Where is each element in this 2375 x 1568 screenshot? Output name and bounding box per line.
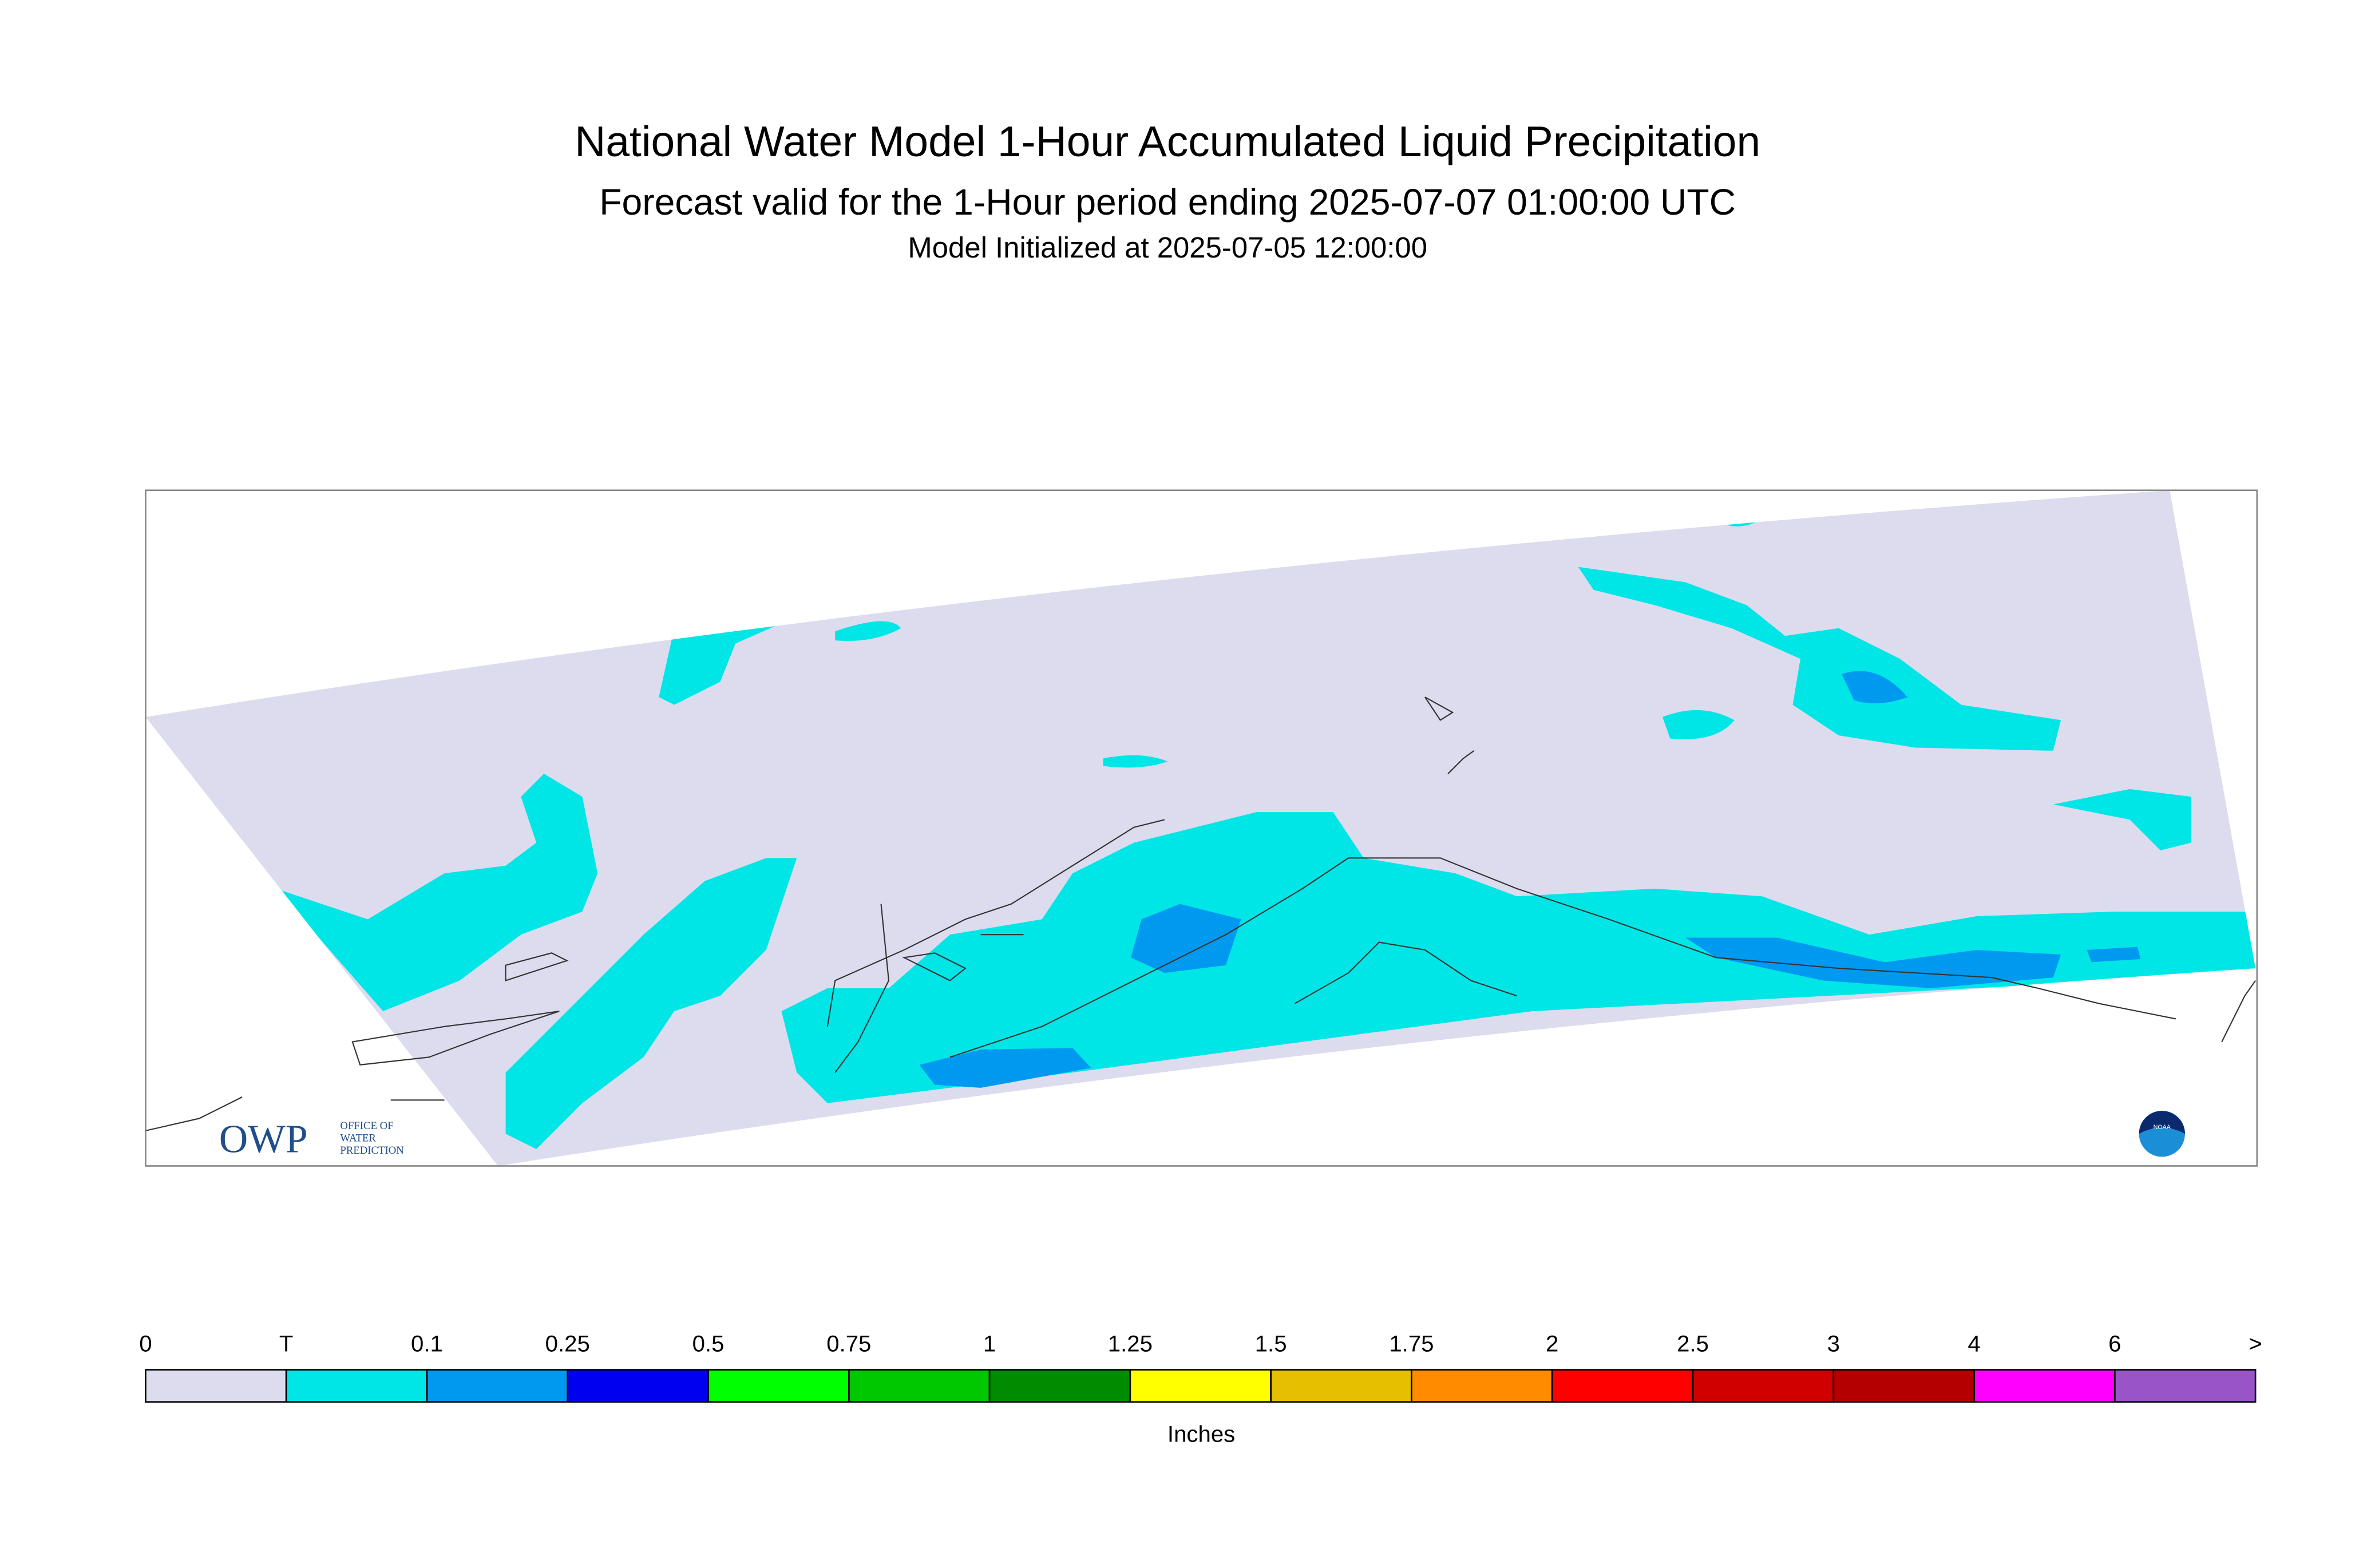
- colorbar-unit: Inches: [1167, 1421, 1235, 1447]
- colorbar: 0 T 0.1 0.25 0.5 0.75 1 1.25 1.5 1.75 2 2.5 3 4 6 >: [139, 1331, 2262, 1403]
- colorbar-label: 0.25: [545, 1331, 590, 1356]
- colorbar-label: >: [2249, 1331, 2262, 1356]
- colorbar-box: [848, 1369, 991, 1403]
- colorbar-box: [1129, 1369, 1272, 1403]
- colorbar-box: [988, 1369, 1131, 1403]
- owp-logo: OWP: [219, 1117, 308, 1161]
- colorbar-label: 1.5: [1255, 1331, 1287, 1356]
- precip-light: [919, 671, 2141, 1088]
- owp-text: WATER: [340, 1133, 376, 1145]
- colorbar-label: 0.75: [826, 1331, 871, 1356]
- colorbar-label: 6: [2108, 1331, 2121, 1356]
- colorbar-label: 1.75: [1389, 1331, 1434, 1356]
- owp-text: PREDICTION: [340, 1145, 404, 1157]
- noaa-text: NOAA: [2154, 1124, 2171, 1131]
- map: [145, 490, 2256, 1166]
- colorbar-label: 1: [983, 1331, 996, 1356]
- precip-trace: [275, 514, 2256, 1150]
- colorbar-label: T: [279, 1331, 294, 1356]
- subtitle: Forecast valid for the 1-Hour period end…: [599, 181, 1736, 223]
- owp-text: OFFICE OF: [340, 1120, 393, 1132]
- colorbar-box: [1692, 1369, 1835, 1403]
- coastlines: [145, 696, 2256, 1131]
- colorbar-box: [567, 1369, 709, 1403]
- colorbar-box: [285, 1369, 428, 1403]
- colorbar-box: [426, 1369, 569, 1403]
- colorbar-label: 0.5: [692, 1331, 725, 1356]
- colorbar-label: 0: [139, 1331, 152, 1356]
- colorbar-box: [2113, 1369, 2257, 1403]
- colorbar-box: [1270, 1369, 1412, 1403]
- colorbar-box: [1832, 1369, 1975, 1403]
- colorbar-label: 3: [1827, 1331, 1840, 1356]
- colorbar-label: 2: [1546, 1331, 1558, 1356]
- colorbar-label: 0.1: [411, 1331, 443, 1356]
- colorbar-box: [1551, 1369, 1694, 1403]
- colorbar-label: 2.5: [1677, 1331, 1709, 1356]
- colorbar-label: 4: [1968, 1331, 1980, 1356]
- map-frame: [145, 489, 2258, 1167]
- colorbar-box: [1973, 1369, 2116, 1403]
- title: National Water Model 1-Hour Accumulated …: [575, 117, 1760, 165]
- colorbar-box: [707, 1369, 850, 1403]
- colorbar-box: [145, 1369, 287, 1403]
- colorbar-label: 1.25: [1108, 1331, 1153, 1356]
- init-time: Model Initialized at 2025-07-05 12:00:00: [908, 231, 1427, 264]
- noaa-logo-top: [2139, 1111, 2185, 1134]
- colorbar-box: [1411, 1369, 1553, 1403]
